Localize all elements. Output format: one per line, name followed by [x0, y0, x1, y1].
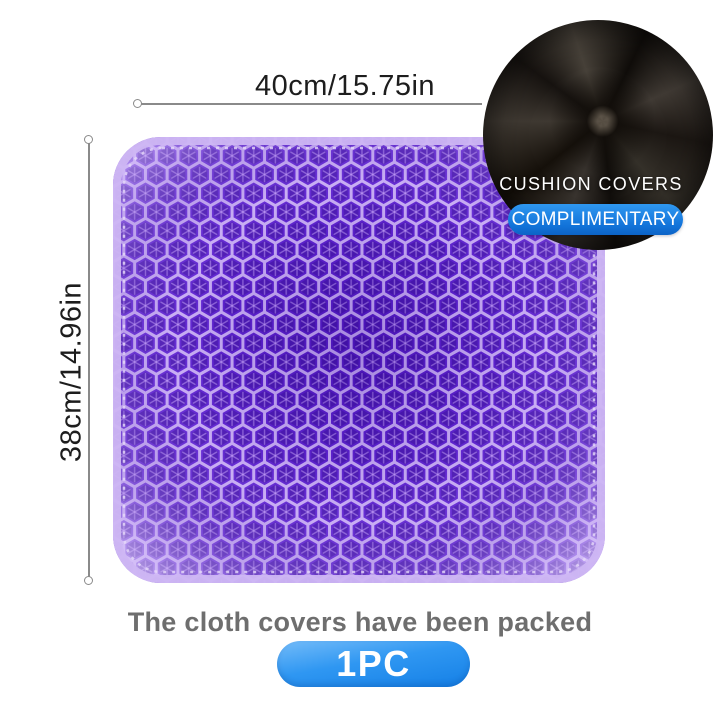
- height-measure-line: [84, 135, 93, 585]
- gel-cushion-photo: [113, 137, 605, 583]
- measure-endpoint-icon: [133, 99, 142, 108]
- measure-endpoint-icon: [84, 576, 93, 585]
- honeycomb-pattern: [113, 137, 605, 583]
- width-dimension-label: 40cm/15.75in: [254, 70, 436, 102]
- complimentary-badge: COMPLIMENTARY: [508, 204, 683, 235]
- inset-title: CUSHION COVERS: [499, 174, 683, 194]
- height-dimension-label: 38cm/14.96in: [55, 281, 88, 463]
- measure-endpoint-icon: [84, 135, 93, 144]
- quantity-badge: 1PC: [277, 641, 470, 687]
- width-measure-line: [133, 99, 482, 108]
- packed-caption: The cloth covers have been packed: [127, 607, 593, 637]
